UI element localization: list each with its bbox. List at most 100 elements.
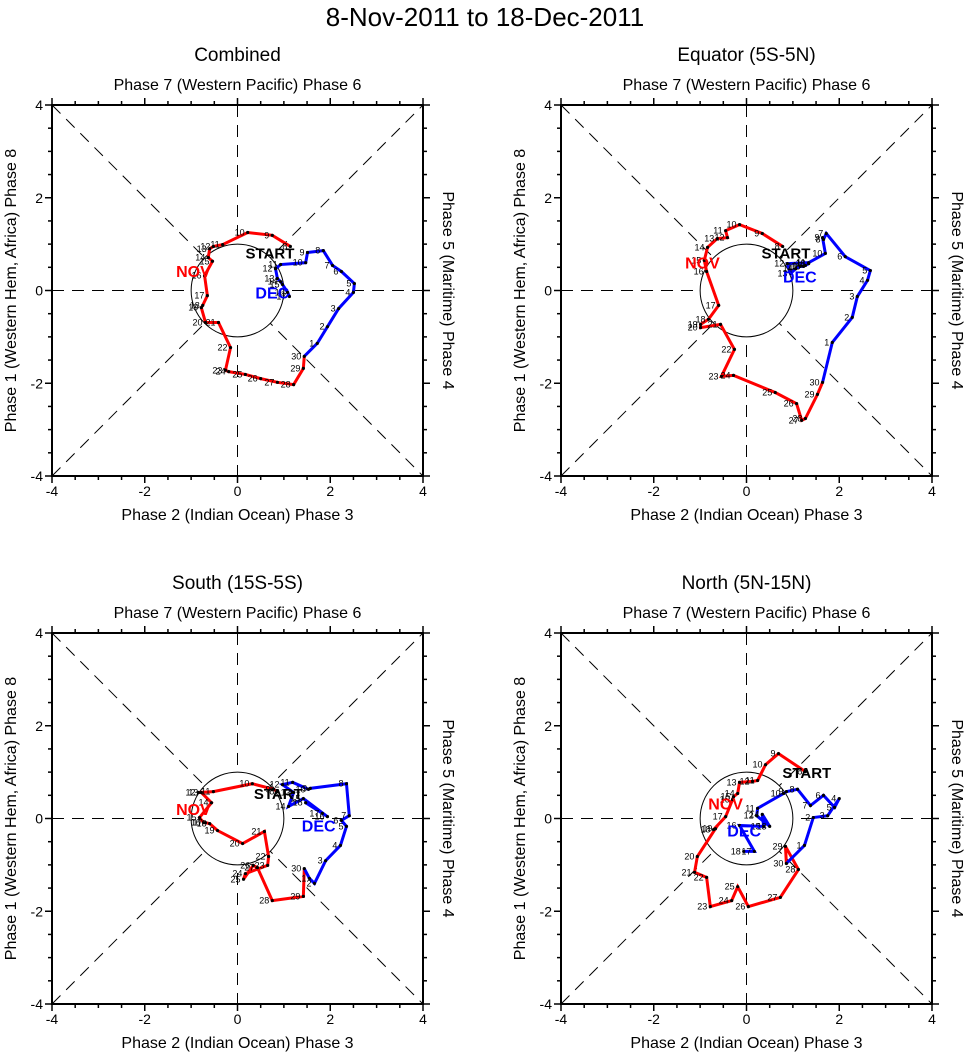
day-label: 24 [216,367,226,377]
series-line-dec [736,787,841,853]
panel-title: North (5N-15N) [682,573,812,594]
day-label: 30 [291,351,301,361]
data-point [338,843,343,847]
data-point [794,402,799,406]
data-point [266,854,271,859]
start-label: START [254,786,303,803]
data-point [272,787,276,791]
nov-label: NOV [708,797,743,814]
data-point [347,814,351,818]
data-point [815,392,820,396]
x-tick-label: -2 [139,1011,152,1027]
day-label: 29 [772,841,782,851]
day-label: 14 [725,788,735,798]
x-tick-label: 4 [419,483,427,499]
top-axis-label: Phase 7 (Western Pacific) Phase 6 [114,605,362,622]
day-label: 24 [232,869,242,879]
data-point [301,894,305,899]
day-label: 4 [345,287,350,297]
y-tick-label: -4 [31,468,44,484]
y-tick-label: 0 [544,811,552,827]
bottom-axis-label: Phase 2 (Indian Ocean) Phase 3 [121,507,353,524]
day-label: 9 [754,228,759,238]
data-point [275,276,279,281]
data-point [692,870,697,874]
day-label: 26 [735,902,745,912]
x-tick-label: 0 [234,483,242,499]
data-point [216,320,221,325]
data-point [784,790,788,794]
data-point [201,303,205,307]
data-point [803,770,807,774]
data-point [705,269,709,274]
day-label: 8 [775,241,780,251]
data-point [794,267,798,271]
data-point [211,244,215,249]
data-point [830,340,834,345]
day-label: 2 [844,312,849,322]
data-point [763,763,768,767]
data-point [275,380,279,384]
day-label: 14 [695,242,705,252]
day-label: 6 [333,266,338,276]
day-label: 15 [720,792,730,802]
day-label: 20 [230,839,240,849]
start-label: START [761,245,810,262]
day-label: 11 [201,787,210,797]
data-point [203,320,208,325]
left-axis-label: Phase 1 (Western Hem, Africa) Phase 8 [512,677,529,960]
data-point [262,829,266,834]
data-point [731,373,736,377]
x-tick-label: -2 [139,483,152,499]
day-label: 10 [235,228,245,238]
x-tick-label: 4 [419,1011,427,1027]
x-tick-label: 4 [928,1011,936,1027]
data-point [784,861,788,866]
day-label: 20 [684,852,694,862]
y-tick-label: 4 [35,97,43,113]
unit-circle [190,771,285,866]
day-label: 18 [190,300,200,310]
day-label: 17 [741,846,751,856]
x-tick-label: -4 [555,1011,568,1027]
data-point [783,844,788,848]
day-label: 26 [248,374,258,384]
day-label: 9 [815,233,820,243]
day-label: 19 [188,303,198,313]
series-connector [785,844,806,865]
day-label: 1 [301,873,306,883]
data-point [762,824,766,828]
y-tick-label: 2 [544,718,552,734]
day-label: 10 [727,220,737,230]
unit-circle [190,243,285,338]
nov-label: NOV [685,256,720,273]
day-label: 22 [218,343,228,353]
day-label: 18 [695,314,705,324]
day-label: 14 [275,801,285,811]
day-label: 10 [812,248,822,258]
data-point [850,315,854,319]
day-label: 30 [810,377,820,387]
day-label: 27 [244,863,254,873]
day-label: 19 [702,824,712,834]
day-label: 8 [338,779,343,789]
right-axis-label: Phase 5 (Maritime) Phase 4 [439,719,456,917]
day-label: 27 [789,415,799,425]
panel-1: Combined Phase 7 (Western Pacific) Phase … [3,45,456,524]
x-tick-label: 0 [743,1011,751,1027]
day-label: 25 [762,388,772,398]
data-point [324,859,328,863]
x-tick-label: 2 [835,1011,843,1027]
day-label: 9 [300,247,305,257]
nov-label: NOV [176,802,211,819]
day-label: 16 [275,287,285,297]
data-point [301,366,305,371]
data-point [742,849,746,854]
start-label: START [246,245,295,262]
data-point [325,815,330,819]
data-point [205,294,209,298]
day-label: 18 [796,259,806,269]
data-point [824,231,828,236]
day-label: 30 [291,864,301,874]
day-label: 17 [194,291,204,301]
